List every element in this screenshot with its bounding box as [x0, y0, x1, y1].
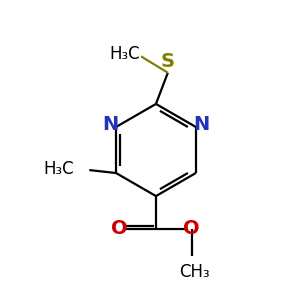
Text: CH₃: CH₃	[179, 263, 210, 281]
Text: N: N	[193, 115, 209, 134]
Text: H₃C: H₃C	[44, 160, 74, 178]
Text: O: O	[111, 219, 128, 238]
Text: S: S	[161, 52, 175, 71]
Text: H₃C: H₃C	[109, 45, 140, 63]
Text: O: O	[183, 219, 200, 238]
Text: N: N	[103, 115, 119, 134]
